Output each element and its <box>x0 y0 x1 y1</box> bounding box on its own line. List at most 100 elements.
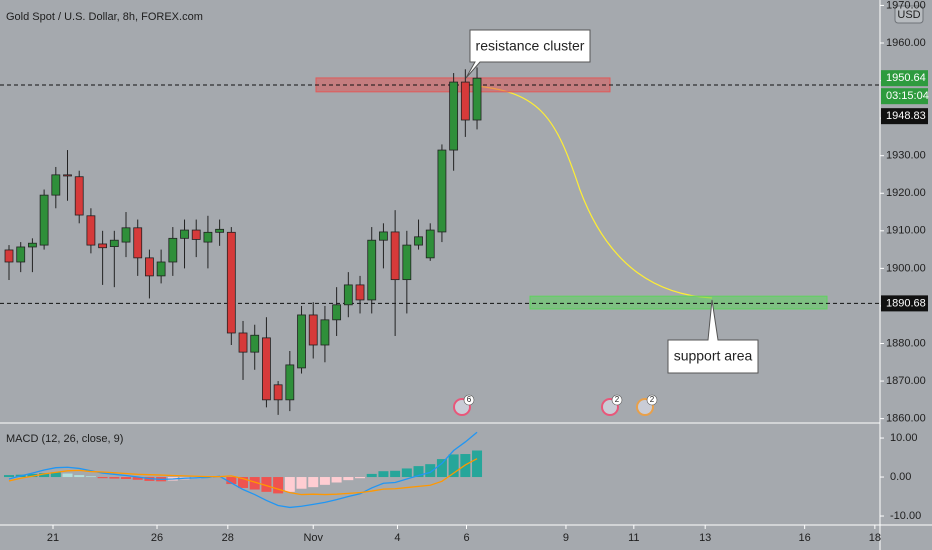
x-tick-label: 6 <box>463 532 469 544</box>
histogram-bar <box>132 477 143 480</box>
candle-body <box>145 257 154 277</box>
currency-label[interactable]: USD <box>897 9 920 21</box>
event-count: 2 <box>650 395 655 404</box>
histogram-bar <box>74 475 85 478</box>
event-count-bubble <box>463 394 475 406</box>
histogram-bar <box>319 477 330 485</box>
y-tick-label: 1920.00 <box>886 187 926 199</box>
histogram-bar <box>97 477 108 479</box>
candle-body <box>28 242 37 248</box>
histogram-bar <box>121 477 132 479</box>
histogram-bar <box>284 477 295 492</box>
y-tick-label: 1930.00 <box>886 150 926 162</box>
histogram-bar <box>4 475 15 478</box>
price-badge <box>881 108 928 125</box>
histogram-bar <box>413 466 424 478</box>
x-tick-label: 18 <box>869 532 881 544</box>
candle-body <box>402 244 412 281</box>
candle-body <box>180 229 189 239</box>
zone <box>529 295 828 310</box>
candle-body <box>63 174 72 177</box>
candle-body <box>16 246 26 263</box>
support-callout <box>667 299 759 374</box>
price-badge-label: 1948.83 <box>886 110 926 122</box>
histogram-bar <box>436 459 447 478</box>
x-tick-label: 9 <box>563 532 569 544</box>
histogram-bar <box>366 473 377 478</box>
histogram-bar <box>343 477 354 481</box>
histogram-bar <box>308 477 319 488</box>
y-tick-label: 1860.00 <box>886 413 926 425</box>
countdown-label: 03:15:04 <box>886 90 929 102</box>
y-tick-label: 1910.00 <box>886 225 926 237</box>
histogram-bar <box>331 477 342 483</box>
y-tick-label: 0.00 <box>890 471 911 483</box>
macd-line <box>8 458 478 496</box>
projection-curve <box>464 84 713 299</box>
macd-line <box>8 431 478 509</box>
x-tick-label: 16 <box>799 532 811 544</box>
candle-body <box>133 227 143 259</box>
y-tick-label: -10.00 <box>890 510 921 522</box>
currency-button[interactable] <box>894 5 924 24</box>
candle-body <box>191 229 201 240</box>
histogram-bar <box>249 477 260 490</box>
countdown-badge <box>881 88 928 105</box>
candle-body <box>168 237 178 263</box>
candle-body <box>109 239 119 247</box>
event-count: 2 <box>615 395 620 404</box>
candle-body <box>156 261 166 277</box>
price-badge-label: 1890.68 <box>886 297 926 309</box>
candle-body <box>437 149 447 233</box>
event-count-bubble <box>646 394 658 406</box>
candle-body <box>414 236 423 246</box>
y-tick-label: 1880.00 <box>886 337 926 349</box>
candle-body <box>355 284 365 301</box>
candle-body <box>343 284 353 306</box>
x-tick-label: Nov <box>303 532 323 544</box>
candle-body <box>320 319 330 346</box>
histogram-bar <box>238 477 249 488</box>
candle-body <box>308 314 318 346</box>
histogram-bar <box>62 473 73 478</box>
candle-body <box>273 384 283 401</box>
histogram-bar <box>261 477 272 492</box>
event-count: 6 <box>467 395 472 404</box>
chart-title: Gold Spot / U.S. Dollar, 8h, FOREX.com <box>6 11 203 23</box>
histogram-bar <box>85 476 96 478</box>
candle-body <box>449 81 459 151</box>
candle-body <box>215 228 225 233</box>
candle-body <box>285 364 295 401</box>
candle-body <box>379 231 388 241</box>
price-badge <box>881 295 928 312</box>
candle-body <box>74 176 84 216</box>
histogram-bar <box>27 473 38 478</box>
callout-text: support area <box>674 348 753 364</box>
x-tick-label: 4 <box>394 532 400 544</box>
candle-body <box>425 229 435 259</box>
candle-body <box>51 174 61 196</box>
candle-body <box>121 227 131 243</box>
y-tick-label: 10.00 <box>890 432 918 444</box>
x-tick-label: 13 <box>699 532 711 544</box>
candle-body <box>238 332 248 353</box>
x-tick-label: 28 <box>222 532 234 544</box>
x-tick-label: 11 <box>628 532 639 544</box>
candle-body <box>460 81 470 121</box>
y-tick-label: 1970.00 <box>886 0 926 11</box>
y-tick-label: 1870.00 <box>886 375 926 387</box>
candle-body <box>250 334 260 353</box>
macd-title: MACD (12, 26, close, 9) <box>6 433 123 445</box>
histogram-bar <box>425 464 436 478</box>
histogram-bar <box>448 454 459 478</box>
candle-body <box>262 337 271 401</box>
event-count-bubble <box>611 394 623 406</box>
candle-body <box>203 231 213 243</box>
histogram-bar <box>296 477 307 489</box>
histogram-bar <box>472 450 483 478</box>
histogram-bar <box>226 477 237 485</box>
histogram-bar <box>390 470 401 478</box>
x-tick-label: 26 <box>151 532 163 544</box>
candle-body <box>472 77 482 121</box>
